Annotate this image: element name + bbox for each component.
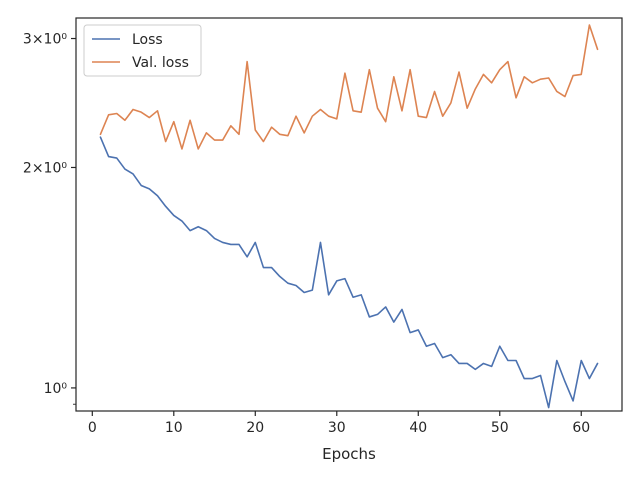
legend-box — [83, 24, 202, 77]
series-line-loss — [99, 136, 599, 409]
legend: Loss Val. loss — [83, 24, 202, 77]
series-line-val-loss — [99, 24, 599, 150]
x-tick-label: 50 — [491, 420, 509, 436]
legend-label: Val. loss — [132, 55, 189, 71]
plot-area — [75, 17, 623, 412]
x-tick-label: 30 — [328, 420, 346, 436]
x-tick-label: 60 — [572, 420, 590, 436]
x-tick-label: 20 — [246, 420, 264, 436]
y-tick-label: 2×10⁰ — [23, 160, 67, 176]
x-tick-label: 0 — [88, 420, 97, 436]
series-layer — [99, 24, 599, 409]
y-axis: 10⁰ 2×10⁰ 3×10⁰ — [23, 32, 76, 405]
y-tick-label: 3×10⁰ — [23, 32, 67, 48]
x-axis-label: Epochs — [322, 445, 376, 463]
x-axis: 0 10 20 30 40 50 60 — [88, 411, 590, 436]
legend-label: Loss — [132, 32, 163, 48]
x-tick-label: 40 — [409, 420, 427, 436]
y-tick-label: 10⁰ — [44, 381, 68, 397]
plot-frame — [75, 17, 623, 412]
x-tick-label: 10 — [165, 420, 183, 436]
